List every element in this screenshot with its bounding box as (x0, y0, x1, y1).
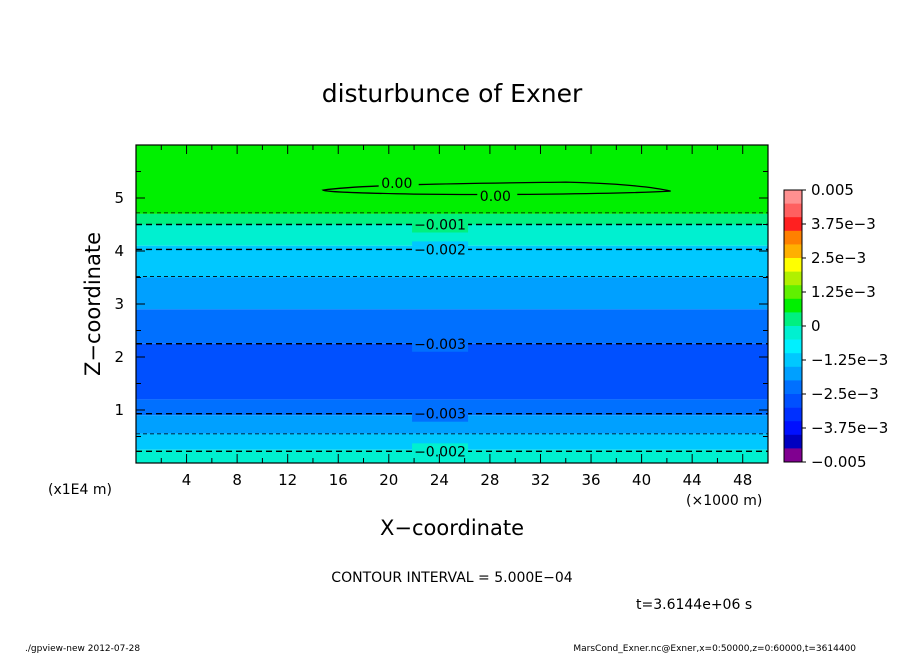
colorbar: 0.005 3.75e−3 2.5e−3 1.25e−3 0 −1.25e−3 −2.5e−… (783, 181, 888, 471)
contour-label-bg-5 (412, 405, 469, 422)
y-axis-label: Z−coordinate (81, 232, 105, 376)
colorbar-tick-label: 2.5e−3 (811, 249, 866, 267)
footer-right: MarsCond_Exner.nc@Exner,x=0:50000,z=0:60… (573, 644, 856, 654)
contour-band-0 (136, 145, 768, 214)
colorbar-tick-label: 3.75e−3 (811, 215, 876, 233)
contour-label-bg-4 (412, 335, 469, 352)
colorbar-segment (784, 326, 802, 340)
colorbar-segment (784, 271, 802, 286)
zero-label-bg-0 (378, 177, 419, 191)
colorbar-segment (784, 394, 802, 408)
y-tick-label: 4 (114, 242, 124, 260)
time-annotation: t=3.6144e+06 s (636, 597, 752, 613)
y-tick-label: 1 (114, 401, 124, 419)
contour-label-7: −0.002 (414, 444, 466, 460)
colorbar-segment (784, 230, 802, 245)
zero-contour-line (321, 181, 671, 196)
x-tick-label: 28 (480, 471, 499, 489)
contour-label-5: −0.003 (414, 407, 466, 423)
colorbar-segment (784, 258, 802, 272)
y-axis-ticks: 1 2 3 4 5 (114, 171, 768, 437)
x-axis-ticks: 4 8 12 16 20 24 28 32 36 40 44 48 (160, 145, 769, 489)
colorbar-segment (784, 353, 802, 368)
zero-label-bg-1 (477, 190, 518, 204)
zero-contour-label-1: 0.00 (480, 189, 511, 205)
x-axis-label: X−coordinate (380, 516, 524, 540)
colorbar-segment (784, 217, 802, 232)
x-axis-unit: (×1000 m) (686, 493, 762, 509)
x-tick-label: 48 (733, 471, 752, 489)
contour-label-bg-7 (412, 443, 469, 460)
contour-label-bg-1 (412, 216, 469, 233)
colorbar-segment (784, 339, 802, 354)
colorbar-segment (784, 285, 802, 300)
y-axis-unit: (x1E4 m) (48, 482, 112, 498)
colorbar-segment (784, 190, 802, 204)
y-tick-label: 3 (114, 295, 124, 313)
x-tick-label: 44 (683, 471, 702, 489)
contour-band-9 (136, 433, 768, 450)
x-tick-label: 12 (278, 471, 297, 489)
footer-left: ./gpview-new 2012-07-28 (25, 644, 140, 654)
colorbar-tick-label: −0.005 (811, 453, 867, 471)
colorbar-tick-label: −1.25e−3 (811, 351, 888, 369)
colorbar-segment (784, 421, 802, 436)
colorbar-segment (784, 203, 802, 218)
contour-fill-bands (136, 145, 768, 463)
x-tick-label: 32 (531, 471, 550, 489)
colorbar-tick-label: −3.75e−3 (811, 419, 888, 437)
contour-band-4 (136, 277, 768, 310)
colorbar-segment (784, 298, 802, 313)
x-tick-label: 16 (329, 471, 348, 489)
chart-title: disturbunce of Exner (322, 79, 583, 108)
x-tick-label: 36 (581, 471, 600, 489)
x-tick-label: 24 (430, 471, 449, 489)
colorbar-segment (784, 448, 802, 463)
contour-band-2 (136, 224, 768, 246)
contour-label-bg-2 (412, 241, 469, 258)
contour-interval-note: CONTOUR INTERVAL = 5.000E−04 (331, 570, 572, 586)
colorbar-tick-label: 1.25e−3 (811, 283, 876, 301)
contour-label-2: −0.002 (414, 242, 466, 258)
x-tick-label: 20 (379, 471, 398, 489)
colorbar-segment (784, 380, 802, 395)
colorbar-tick-label: −2.5e−3 (811, 385, 879, 403)
contour-label-4: −0.003 (414, 337, 466, 353)
colorbar-segment (784, 434, 802, 449)
y-tick-label: 5 (114, 189, 124, 207)
x-tick-label: 8 (232, 471, 242, 489)
contour-band-8 (136, 415, 768, 434)
x-tick-label: 4 (182, 471, 192, 489)
colorbar-segment (784, 366, 802, 381)
colorbar-segment (784, 407, 802, 422)
colorbar-tick-label: 0.005 (811, 181, 854, 199)
colorbar-segment (784, 312, 802, 327)
contour-band-6 (136, 343, 768, 400)
zero-contour-label-0: 0.00 (381, 176, 412, 192)
contour-lines: −0.001 −0.002 −0.003 −0.003 −0.002 0.00 0.00 (136, 176, 768, 460)
colorbar-tick-label: 0 (811, 317, 821, 335)
y-tick-label: 2 (114, 348, 124, 366)
colorbar-segment (784, 244, 802, 259)
x-tick-label: 40 (632, 471, 651, 489)
contour-label-1: −0.001 (414, 218, 466, 234)
